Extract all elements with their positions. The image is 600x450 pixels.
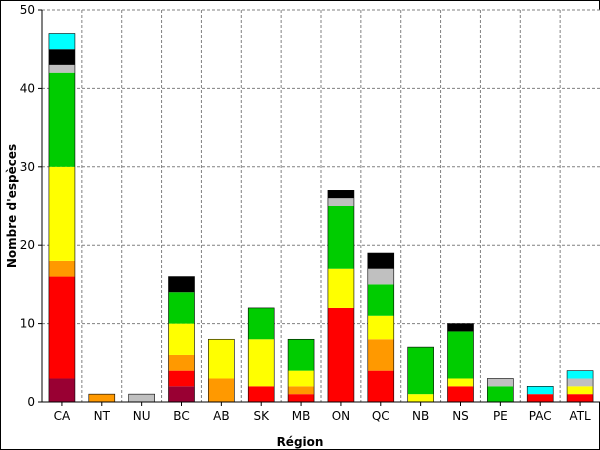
bar-segment — [168, 386, 195, 402]
bar-stack-pe — [487, 378, 514, 403]
bar-segment — [88, 394, 115, 402]
bar-segment — [367, 284, 394, 316]
bar-segment — [48, 378, 75, 402]
bar-segment — [48, 276, 75, 379]
bar-segment — [447, 323, 474, 332]
bar-stack-atl — [566, 370, 594, 403]
bar-segment — [48, 49, 75, 65]
x-tick-label: ATL — [569, 409, 591, 423]
y-tick-labels: 0 10 20 30 40 50 — [20, 3, 42, 409]
x-tick-label: NU — [133, 409, 151, 423]
bar-segment — [527, 386, 554, 395]
bar-segment — [48, 166, 75, 261]
bar-segment — [567, 370, 594, 379]
x-tick-label: QC — [372, 409, 390, 423]
bar-stack-ns — [447, 323, 474, 403]
x-tick-label: CA — [54, 409, 71, 423]
bar-segment — [367, 370, 394, 402]
x-tick-label: PE — [493, 409, 508, 423]
bar-segment — [288, 370, 315, 387]
bar-segment — [487, 386, 514, 402]
x-axis-title: Région — [277, 435, 324, 449]
bar-segment — [168, 323, 195, 355]
bar-segment — [48, 260, 75, 277]
y-tick-label: 0 — [27, 395, 35, 409]
bar-stack-nu — [128, 393, 155, 403]
bar-segment — [567, 394, 594, 402]
bar-segment — [208, 339, 235, 379]
bar-segment — [567, 386, 594, 395]
bar-segment — [327, 307, 354, 402]
x-tick-label: ON — [332, 409, 350, 423]
bar-segment — [288, 394, 315, 402]
bar-segment — [447, 378, 474, 387]
bar-segment — [367, 253, 394, 269]
x-tick-label: SK — [253, 409, 270, 423]
bars — [48, 33, 594, 403]
bar-segment — [168, 292, 195, 324]
bar-segment — [248, 386, 275, 402]
x-tick-label: NT — [94, 409, 111, 423]
x-tick-label: AB — [213, 409, 229, 423]
x-tick-labels: CA NT NU BC AB SK MB ON QC NB NS PE PAC ATL — [54, 402, 591, 423]
bar-stack-qc — [367, 252, 395, 403]
axes — [41, 10, 600, 403]
bar-segment — [447, 331, 474, 379]
bar-segment — [128, 394, 155, 402]
bar-segment — [367, 339, 394, 371]
y-tick-label: 40 — [20, 81, 35, 95]
bar-segment — [567, 378, 594, 387]
bar-segment — [327, 268, 354, 308]
bar-segment — [48, 33, 75, 50]
y-axis-title: Nombre d'espèces — [5, 144, 19, 268]
bar-segment — [168, 370, 195, 387]
bar-segment — [48, 64, 75, 73]
bar-segment — [288, 386, 315, 395]
bar-segment — [527, 394, 554, 402]
bar-stack-bc — [168, 276, 195, 403]
bar-segment — [367, 315, 394, 340]
bar-segment — [248, 307, 275, 340]
bar-segment — [327, 190, 354, 199]
x-tick-label: NS — [452, 409, 469, 423]
y-tick-label: 50 — [20, 3, 35, 17]
bar-stack-pac — [526, 386, 554, 403]
bar-stack-nt — [88, 393, 116, 403]
bar-segment — [407, 347, 434, 395]
bar-stack-ab — [208, 338, 235, 403]
bar-segment — [168, 276, 195, 293]
bar-segment — [487, 378, 514, 387]
bar-segment — [48, 72, 75, 167]
x-tick-label: BC — [173, 409, 189, 423]
bar-segment — [168, 354, 195, 371]
grid-lines — [42, 9, 600, 402]
bar-stack-mb — [287, 338, 315, 403]
bar-stack-on — [327, 190, 355, 403]
y-tick-label: 30 — [20, 160, 35, 174]
x-tick-label: NB — [412, 409, 429, 423]
bar-segment — [367, 268, 394, 285]
x-tick-label: PAC — [529, 409, 552, 423]
bar-segment — [327, 198, 354, 206]
bar-stack-ca — [48, 33, 76, 403]
bar-segment — [447, 386, 474, 402]
bar-segment — [327, 206, 354, 269]
bar-segment — [288, 339, 315, 371]
bar-segment — [407, 394, 434, 402]
y-tick-label: 10 — [20, 317, 35, 331]
bar-stack-sk — [247, 307, 275, 403]
bar-segment — [248, 339, 275, 387]
bar-segment — [208, 378, 235, 402]
y-tick-label: 20 — [20, 238, 35, 252]
bar-stack-nb — [407, 346, 434, 403]
x-tick-label: MB — [292, 409, 311, 423]
